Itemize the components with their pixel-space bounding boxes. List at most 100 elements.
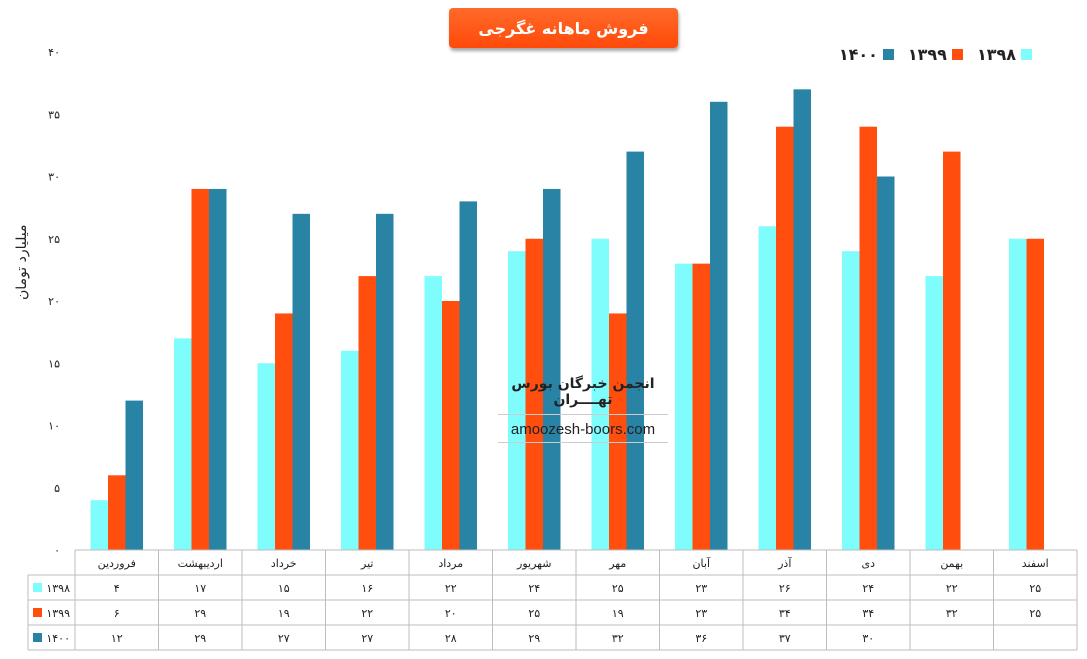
table-value: ۲۵ [528, 607, 540, 620]
bar [525, 238, 543, 550]
category-label: بهمن [940, 557, 963, 570]
table-value: ۶ [114, 607, 120, 620]
category-label: خرداد [271, 557, 297, 570]
bar [543, 188, 561, 550]
legend-label-1398: ۱۳۹۸ [976, 45, 1016, 64]
bar [842, 251, 860, 550]
legend-swatch-1399 [951, 49, 963, 60]
y-tick-label: ۵ [54, 482, 60, 495]
bar [292, 213, 310, 550]
bar [358, 276, 376, 550]
y-tick-label: ۴۰ [48, 46, 60, 59]
table-value: ۲۹ [528, 632, 540, 645]
legend: ۱۳۹۸ ۱۳۹۹ ۱۴۰۰ [839, 45, 1032, 64]
watermark-url: amoozesh-boors.com [498, 415, 668, 443]
bar [692, 263, 710, 550]
bar [626, 151, 644, 550]
bar [275, 313, 293, 550]
bar [943, 151, 961, 550]
table-series-label: ۱۳۹۸ [46, 582, 70, 595]
table-legend-swatch [33, 583, 42, 592]
table-value: ۳۶ [695, 632, 707, 645]
category-label: آبان [692, 556, 710, 570]
table-value: ۲۷ [278, 632, 290, 645]
legend-swatch-1400 [882, 49, 894, 60]
table-value: ۳۴ [779, 607, 791, 620]
y-tick-label: ۲۰ [48, 295, 60, 308]
table-value: ۱۹ [612, 607, 624, 620]
bar [341, 350, 359, 550]
table-value: ۳۴ [862, 607, 874, 620]
category-label: مهر [608, 557, 626, 570]
bar [758, 226, 776, 551]
table-legend-swatch [33, 608, 42, 617]
category-label: مرداد [438, 557, 463, 570]
bar [459, 201, 477, 550]
legend-item-1400: ۱۴۰۰ [839, 45, 894, 64]
y-tick-label: ۱۵ [48, 357, 60, 370]
table-value: ۲۹ [194, 607, 206, 620]
table-value: ۲۵ [1029, 582, 1041, 595]
table-value: ۲۵ [612, 582, 624, 595]
table-value: ۱۹ [278, 607, 290, 620]
bar [442, 301, 460, 550]
legend-swatch-1398 [1021, 49, 1032, 60]
legend-item-1398: ۱۳۹۸ [977, 45, 1032, 64]
bar [191, 188, 209, 550]
table-value: ۲۹ [194, 632, 206, 645]
bar [1026, 238, 1044, 550]
table-value: ۲۷ [361, 632, 373, 645]
table-value: ۲۴ [528, 582, 540, 595]
y-tick-label: ۳۰ [48, 171, 60, 184]
table-value: ۴ [114, 582, 120, 595]
y-tick-label: ۲۵ [48, 233, 60, 246]
y-tick-label: ۱۰ [48, 420, 60, 433]
bar [609, 313, 627, 550]
bar [710, 101, 728, 551]
category-label: فروردین [98, 557, 136, 570]
bar [859, 126, 877, 550]
bar [424, 276, 442, 550]
table-value: ۲۰ [445, 607, 457, 620]
watermark-title: انجمن خبرگان بورس تهــــران [498, 376, 668, 415]
bar [1009, 238, 1027, 550]
table-legend-swatch [33, 633, 42, 642]
bar [376, 213, 394, 550]
bar [209, 188, 227, 550]
bar [508, 251, 526, 550]
category-label: آذر [777, 556, 792, 570]
bar [877, 176, 895, 550]
legend-label-1400: ۱۴۰۰ [838, 45, 878, 64]
table-value: ۱۶ [361, 582, 373, 595]
bar [125, 400, 143, 550]
category-label: اسفند [1022, 557, 1049, 570]
table-value: ۳۷ [779, 632, 791, 645]
bar [925, 276, 943, 550]
table-value: ۲۲ [445, 582, 457, 595]
table-value: ۱۵ [278, 582, 290, 595]
bar [776, 126, 794, 550]
bar [675, 263, 693, 550]
bar [108, 475, 126, 550]
table-value: ۳۲ [946, 607, 958, 620]
table-series-label: ۱۴۰۰ [46, 632, 70, 645]
category-label: اردیبهشت [178, 557, 223, 570]
table-value: ۱۲ [111, 632, 123, 645]
bar [90, 500, 108, 550]
watermark: انجمن خبرگان بورس تهــــران amoozesh-boo… [498, 376, 668, 443]
table-value: ۲۲ [361, 607, 373, 620]
table-value: ۲۶ [779, 582, 791, 595]
table-series-label: ۱۳۹۹ [46, 607, 70, 620]
category-label: تیر [360, 557, 373, 570]
bar [257, 363, 275, 550]
bar [174, 338, 192, 550]
legend-item-1399: ۱۳۹۹ [908, 45, 963, 64]
legend-label-1399: ۱۳۹۹ [907, 45, 947, 64]
category-label: دی [861, 557, 875, 570]
category-label: شهریور [516, 557, 551, 570]
y-axis-label: میلیارد تومان [14, 224, 30, 300]
table-value: ۲۳ [695, 607, 707, 620]
table-value: ۲۸ [445, 632, 457, 645]
bar [591, 238, 609, 550]
